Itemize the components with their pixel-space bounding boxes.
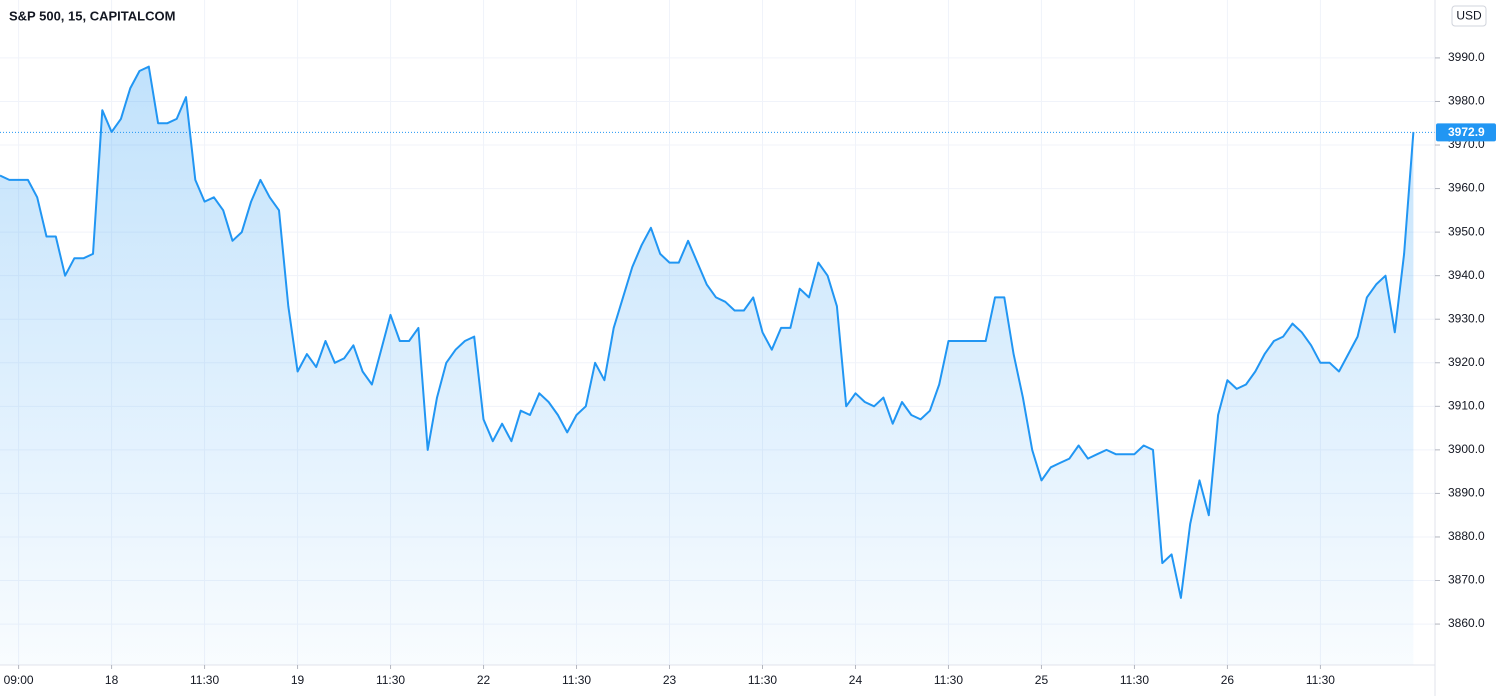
- x-tick-label: 26: [1221, 673, 1235, 687]
- plot: [0, 65, 1435, 666]
- x-tick-label: 25: [1035, 673, 1049, 687]
- currency-button[interactable]: [1451, 5, 1487, 27]
- x-tick-label: 24: [849, 673, 863, 687]
- y-tick-label: 3920.0: [1448, 355, 1485, 369]
- y-tick-label: 3990.0: [1448, 50, 1485, 64]
- x-tick-label: 18: [105, 673, 119, 687]
- x-tick-label: 22: [477, 673, 491, 687]
- x-tick-label: 19: [291, 673, 305, 687]
- y-tick-label: 3890.0: [1448, 486, 1485, 500]
- x-tick-label: 11:30: [190, 673, 219, 687]
- x-tick-label: 11:30: [748, 673, 777, 687]
- y-tick-label: 3980.0: [1448, 94, 1485, 108]
- y-tick-label: 3880.0: [1448, 529, 1485, 543]
- chart-title: S&P 500, 15, CAPITALCOM: [9, 8, 175, 23]
- x-tick-label: 11:30: [1306, 673, 1335, 687]
- y-tick-label: 3930.0: [1448, 311, 1485, 325]
- price-line: [0, 65, 1415, 599]
- x-tick-label: 23: [663, 673, 677, 687]
- x-tick-label: 11:30: [1120, 673, 1149, 687]
- y-tick-label: 3870.0: [1448, 573, 1485, 587]
- last-price-label: 3972.9: [1448, 125, 1485, 139]
- x-tick-label: 11:30: [376, 673, 405, 687]
- last-price-box: [1436, 123, 1496, 142]
- y-tick-label: 3950.0: [1448, 224, 1485, 238]
- x-tick-label: 11:30: [562, 673, 591, 687]
- y-tick-label: 3960.0: [1448, 181, 1485, 195]
- y-tick-label: 3900.0: [1448, 442, 1485, 456]
- axes: 3860.0 3870.0 3880.0 3890.0 3900.0 3910.0 3920…: [4, 50, 1496, 687]
- currency-label[interactable]: USD: [1456, 9, 1482, 23]
- y-tick-label: 3940.0: [1448, 268, 1485, 282]
- x-tick-label: 11:30: [934, 673, 963, 687]
- x-tick-label: 09:00: [4, 673, 34, 687]
- y-tick-label: 3910.0: [1448, 398, 1485, 412]
- area-fill: [0, 66, 1414, 666]
- y-tick-label: 3860.0: [1448, 616, 1485, 630]
